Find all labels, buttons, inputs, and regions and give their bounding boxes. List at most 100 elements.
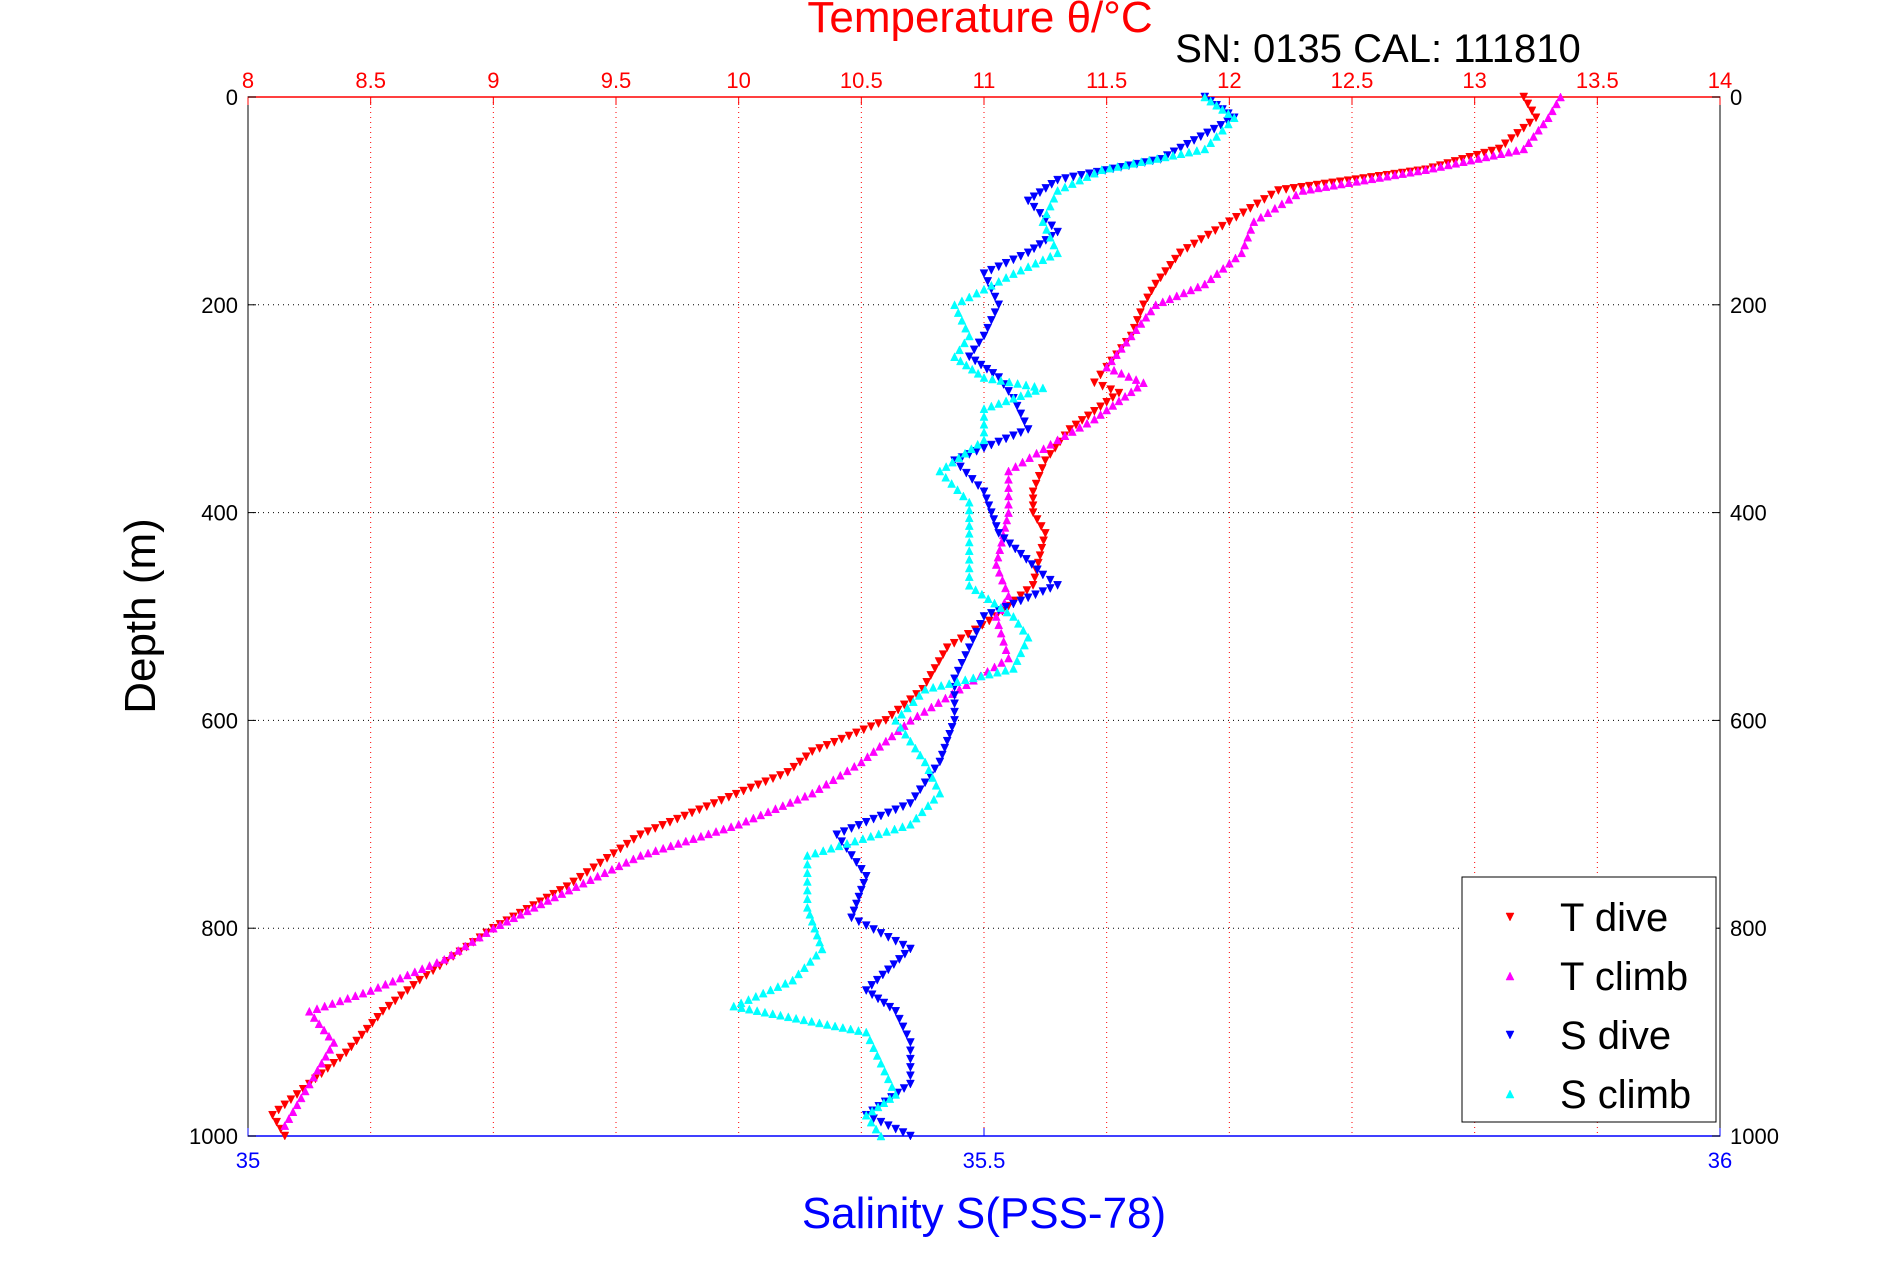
data-point (1096, 402, 1105, 412)
data-point (807, 1016, 817, 1026)
data-point (523, 906, 532, 916)
data-point (1436, 161, 1446, 171)
data-point (858, 834, 868, 843)
data-point (773, 982, 783, 991)
data-point (1200, 144, 1210, 154)
data-point (872, 1050, 882, 1060)
data-point (966, 444, 976, 454)
data-point (837, 837, 847, 847)
data-point (481, 928, 491, 937)
data-point (800, 791, 810, 801)
data-point (1016, 391, 1026, 400)
data-point (741, 816, 751, 826)
data-point (753, 780, 763, 790)
data-point (1284, 194, 1294, 204)
data-point (1009, 269, 1018, 278)
data-point (564, 885, 574, 895)
data-point (902, 1030, 912, 1040)
data-point (802, 902, 812, 912)
data-point (1231, 212, 1241, 222)
data-point (960, 675, 970, 685)
data-point (880, 1066, 890, 1076)
data-point (802, 868, 812, 878)
data-point (1224, 258, 1234, 268)
data-point (795, 757, 805, 767)
data-point (950, 691, 959, 701)
data-point (955, 345, 964, 355)
data-point (887, 710, 897, 720)
data-point (1212, 269, 1222, 278)
left-tick-label: 0 (226, 85, 238, 110)
data-point (844, 731, 854, 741)
data-point (1136, 157, 1146, 166)
data-point (672, 814, 682, 824)
data-point (964, 563, 974, 573)
data-point (1082, 172, 1092, 181)
data-point (854, 821, 864, 830)
data-point (1496, 149, 1506, 158)
data-point (936, 680, 946, 690)
data-point (304, 1079, 314, 1089)
data-point (898, 940, 908, 950)
data-point (1023, 593, 1033, 603)
data-point (1004, 508, 1013, 517)
data-point (280, 1100, 290, 1110)
data-point (719, 824, 728, 834)
data-point (1022, 586, 1032, 596)
data-point (961, 323, 971, 333)
data-point (990, 292, 1000, 302)
data-point (999, 534, 1009, 544)
data-point (889, 960, 899, 970)
data-point (979, 443, 989, 453)
data-point (1465, 153, 1475, 162)
data-point (1375, 172, 1385, 182)
data-point (941, 462, 951, 471)
data-point (920, 684, 930, 694)
data-point (395, 973, 405, 983)
data-point (1266, 190, 1276, 200)
data-point (894, 1014, 904, 1024)
data-point (812, 930, 822, 940)
data-point (972, 288, 982, 298)
data-point (586, 875, 595, 884)
data-point (876, 929, 886, 938)
data-point (935, 466, 945, 476)
data-point (1097, 165, 1107, 174)
data-point (901, 729, 910, 739)
data-point (309, 1072, 318, 1082)
data-point (1089, 378, 1099, 388)
data-point (1223, 119, 1233, 129)
data-point (272, 1117, 282, 1127)
data-point (529, 902, 539, 912)
data-point (1243, 232, 1253, 242)
data-point (948, 457, 957, 467)
data-point (752, 1006, 762, 1015)
data-point (815, 937, 825, 947)
data-point (949, 638, 959, 648)
data-point (952, 677, 962, 686)
data-point (1045, 450, 1055, 459)
data-point (905, 1046, 915, 1056)
data-point (1009, 663, 1018, 673)
data-point (1075, 175, 1085, 185)
data-point (1169, 147, 1179, 157)
data-point (729, 1001, 739, 1011)
data-point (861, 872, 871, 881)
data-point (910, 743, 920, 753)
data-point (896, 722, 905, 732)
data-point (1443, 160, 1453, 170)
data-point (1289, 184, 1299, 193)
data-point (865, 1035, 875, 1045)
data-point (928, 682, 938, 692)
data-point (1494, 144, 1504, 154)
data-point (990, 598, 999, 608)
data-point (709, 799, 719, 809)
data-point (1256, 212, 1266, 222)
data-point (357, 1030, 367, 1040)
data-point (1297, 182, 1307, 192)
left-tick-label: 400 (201, 501, 238, 526)
data-point (1217, 221, 1227, 231)
data-point (799, 1015, 809, 1025)
data-point (973, 439, 983, 449)
data-point (890, 824, 899, 834)
